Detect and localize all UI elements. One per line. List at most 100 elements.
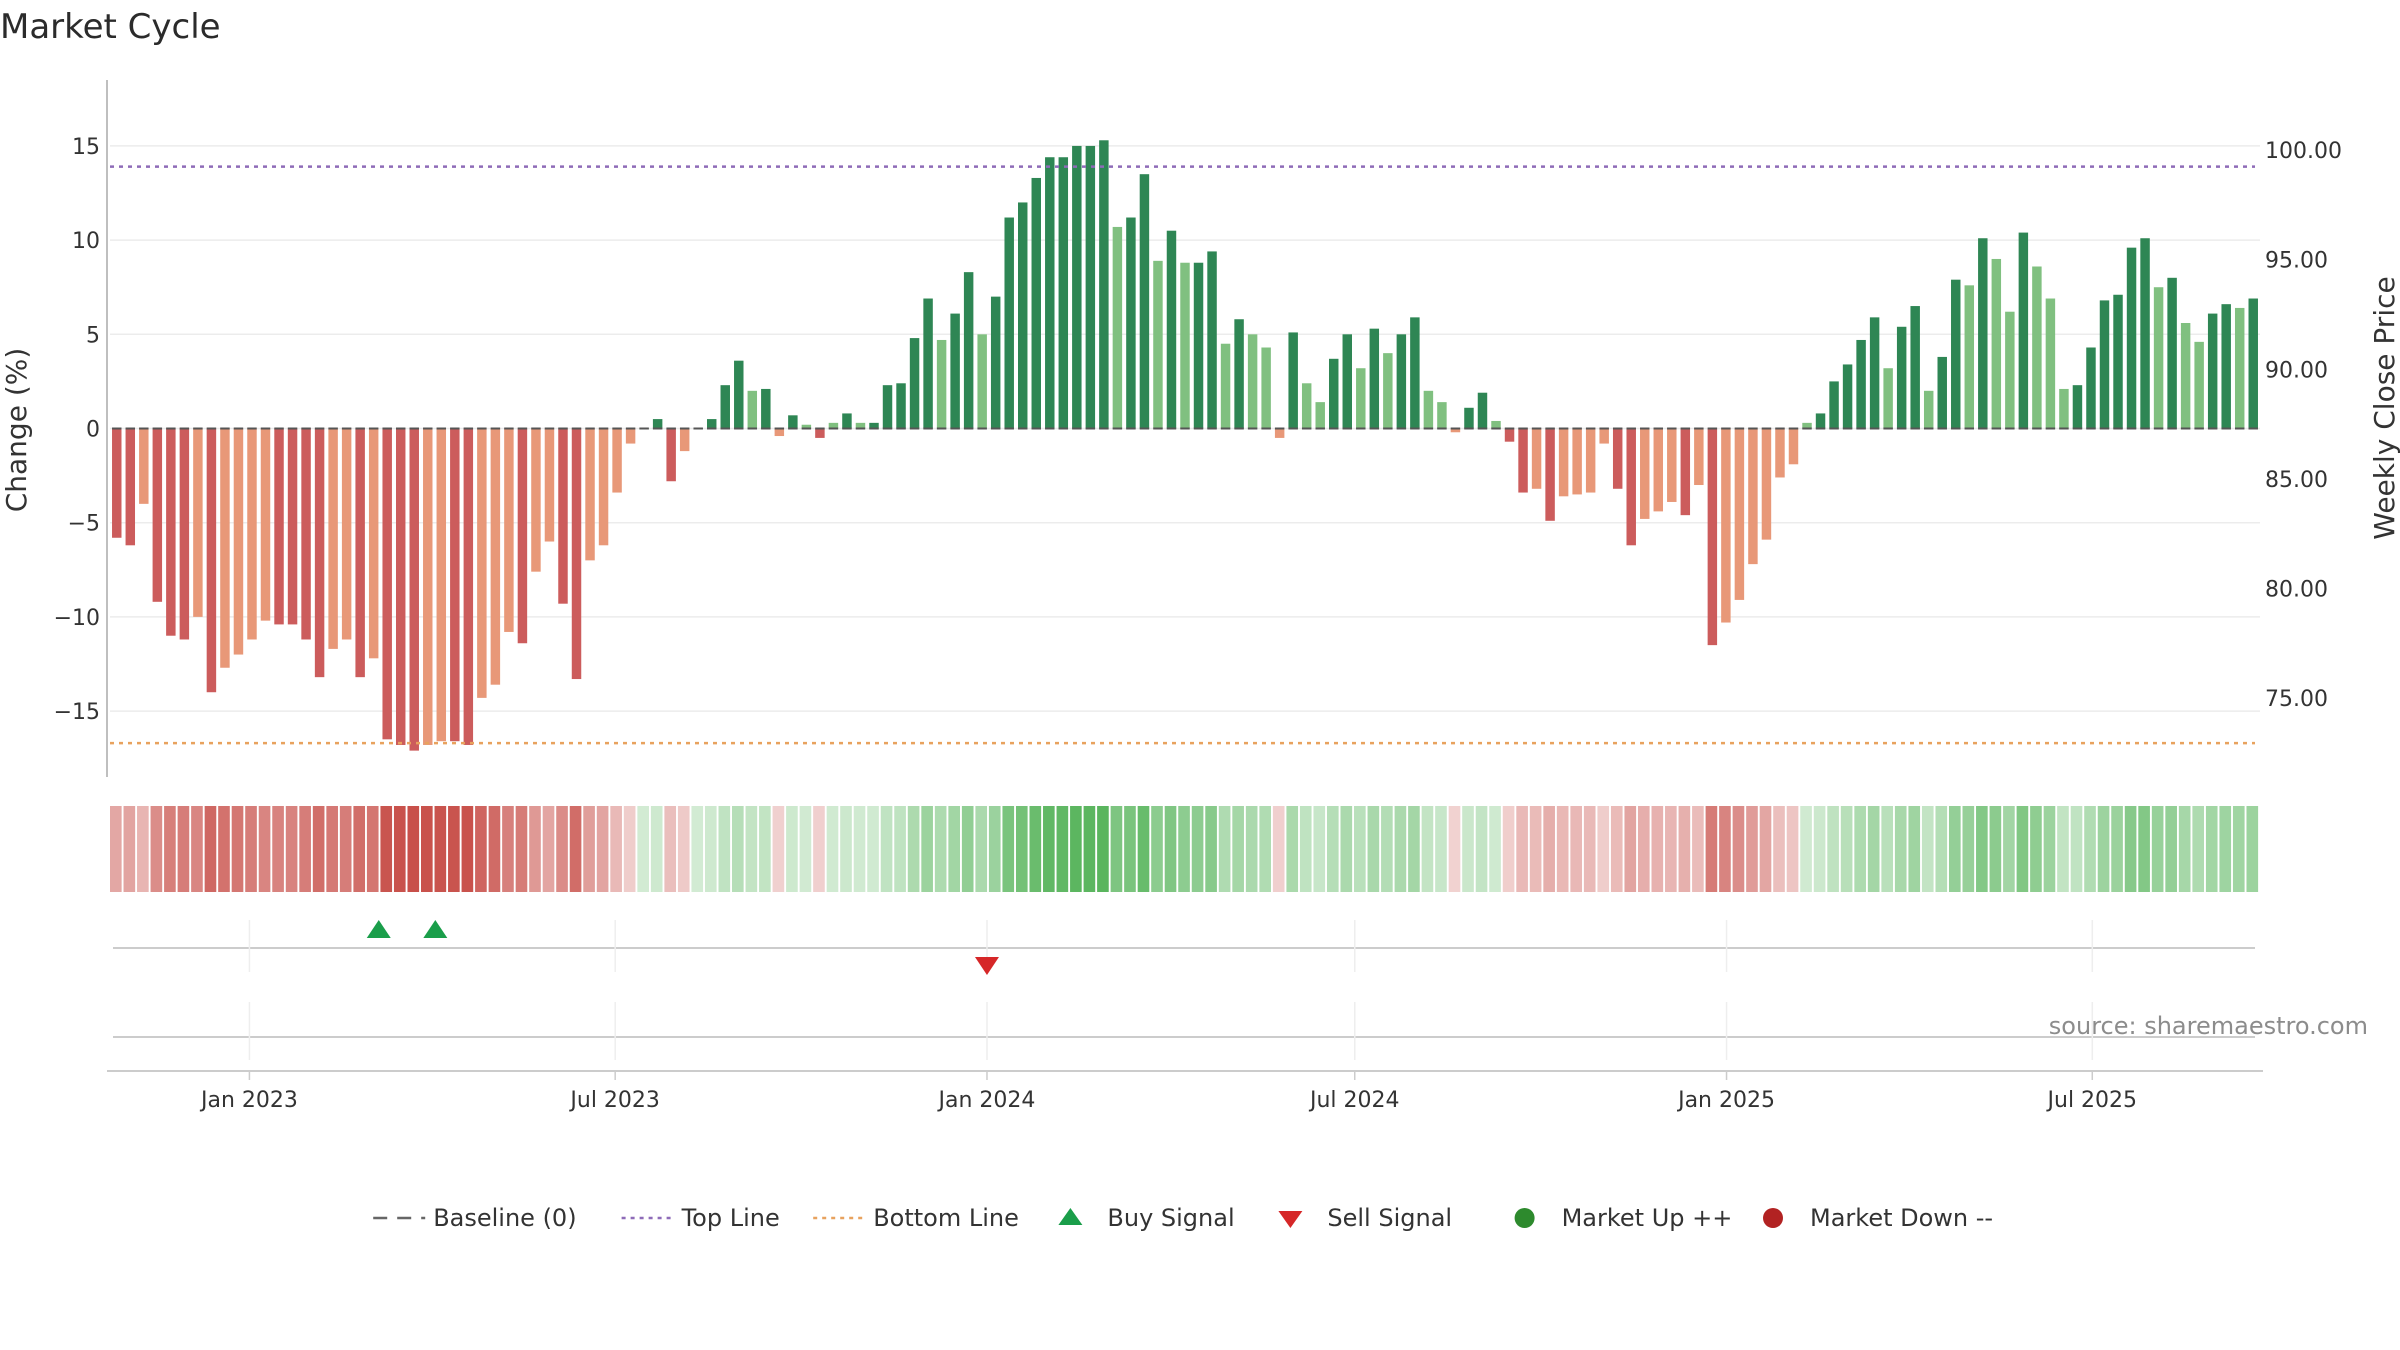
change-bar — [1342, 334, 1352, 429]
change-bar — [896, 383, 906, 429]
heat-cell — [677, 806, 690, 892]
sell-signal-marker — [974, 957, 999, 975]
change-bar — [2140, 238, 2150, 429]
change-bar — [1329, 358, 1339, 429]
right-axis-ticks: 100.00 95.00 90.00 85.00 80.00 75.00 — [2265, 139, 2342, 712]
heat-cell — [461, 806, 474, 892]
change-bar — [2045, 298, 2056, 429]
heat-cell — [258, 806, 271, 892]
heat-cell — [1205, 806, 1217, 892]
change-bar — [544, 428, 555, 542]
legend-item: Market Down -- — [1763, 1204, 1993, 1232]
heat-cell — [1948, 806, 1961, 892]
heat-cell — [285, 806, 298, 892]
change-bar — [1667, 428, 1677, 502]
heat-cell — [272, 806, 284, 892]
heat-cell — [840, 806, 852, 892]
y-tick-label: −15 — [54, 700, 100, 725]
heat-cell — [1218, 806, 1231, 892]
change-bar — [220, 428, 230, 668]
heat-cell — [988, 806, 1001, 892]
heat-cell — [853, 806, 866, 892]
heat-cell — [2057, 806, 2069, 892]
y2-tick-label: 90.00 — [2265, 358, 2328, 383]
chart-title: Market Cycle — [0, 7, 221, 47]
change-bar — [652, 419, 663, 429]
change-bar — [1991, 258, 2002, 429]
change-bar — [788, 415, 798, 429]
buy-signal-marker — [366, 920, 391, 938]
change-bar — [558, 428, 568, 604]
heat-cell — [1475, 806, 1488, 892]
heat-cell — [488, 806, 501, 892]
change-bar — [1721, 428, 1731, 623]
change-bar — [1099, 140, 1109, 429]
change-bar — [1139, 174, 1150, 429]
heat-cell — [1624, 806, 1637, 892]
heat-cell — [664, 806, 677, 892]
change-bar — [761, 388, 771, 429]
change-bar — [287, 428, 298, 625]
change-bar — [301, 428, 311, 640]
change-bar — [1356, 368, 1366, 429]
legend-label: Market Down -- — [1810, 1204, 1993, 1232]
change-bar — [2234, 307, 2245, 429]
change-bar — [882, 385, 893, 429]
change-bar — [1923, 390, 1934, 429]
heat-cell — [434, 806, 447, 892]
change-bar — [1842, 364, 1853, 429]
heat-cell — [1597, 806, 1610, 892]
heat-cell — [1989, 806, 2002, 892]
change-bar — [1288, 332, 1298, 429]
legend-item: Sell Signal — [1278, 1204, 1452, 1232]
heat-cell — [813, 806, 825, 892]
change-bar — [490, 428, 501, 685]
change-bar — [274, 428, 284, 625]
change-bar — [436, 428, 447, 742]
heat-cell — [826, 806, 839, 892]
change-bar — [1640, 428, 1650, 519]
heat-cell — [421, 806, 433, 892]
heat-cell — [772, 806, 785, 892]
change-bar — [2099, 300, 2110, 429]
change-bar — [166, 428, 176, 636]
change-bar — [2221, 304, 2231, 429]
change-bar — [423, 428, 433, 745]
heat-cell — [1651, 806, 1664, 892]
heat-cell — [623, 806, 636, 892]
heat-cell — [448, 806, 460, 892]
change-bar — [504, 428, 514, 632]
heat-cell — [1313, 806, 1326, 892]
heat-cell — [880, 806, 893, 892]
heat-cell — [191, 806, 203, 892]
change-bar — [233, 428, 244, 655]
heat-cell — [2124, 806, 2137, 892]
change-bar — [1869, 317, 1880, 429]
heat-cell — [718, 806, 731, 892]
heat-cell — [2003, 806, 2015, 892]
change-bar — [1748, 428, 1758, 565]
change-bar — [774, 428, 785, 437]
x-tick-label: Jul 2023 — [568, 1088, 660, 1113]
heat-cell — [475, 806, 487, 892]
change-bar — [815, 428, 825, 438]
change-bar — [1545, 428, 1555, 521]
change-bar — [139, 428, 149, 504]
heat-cell — [799, 806, 812, 892]
change-bar — [1220, 343, 1231, 429]
change-bar — [2059, 388, 2069, 429]
heat-cell — [2043, 806, 2056, 892]
heat-cell — [975, 806, 988, 892]
change-bar — [666, 428, 676, 482]
heat-cell — [326, 806, 338, 892]
change-bar — [193, 428, 203, 617]
change-bar — [1775, 428, 1785, 478]
change-bar — [1856, 339, 1866, 429]
change-bar — [1085, 145, 1096, 429]
change-bar — [1274, 428, 1285, 438]
change-bar — [2153, 287, 2164, 429]
heat-cell — [1556, 806, 1569, 892]
heat-cell — [569, 806, 582, 892]
chart-legend: Baseline (0) Top Line Bottom Line Buy Signa… — [373, 1204, 1993, 1232]
